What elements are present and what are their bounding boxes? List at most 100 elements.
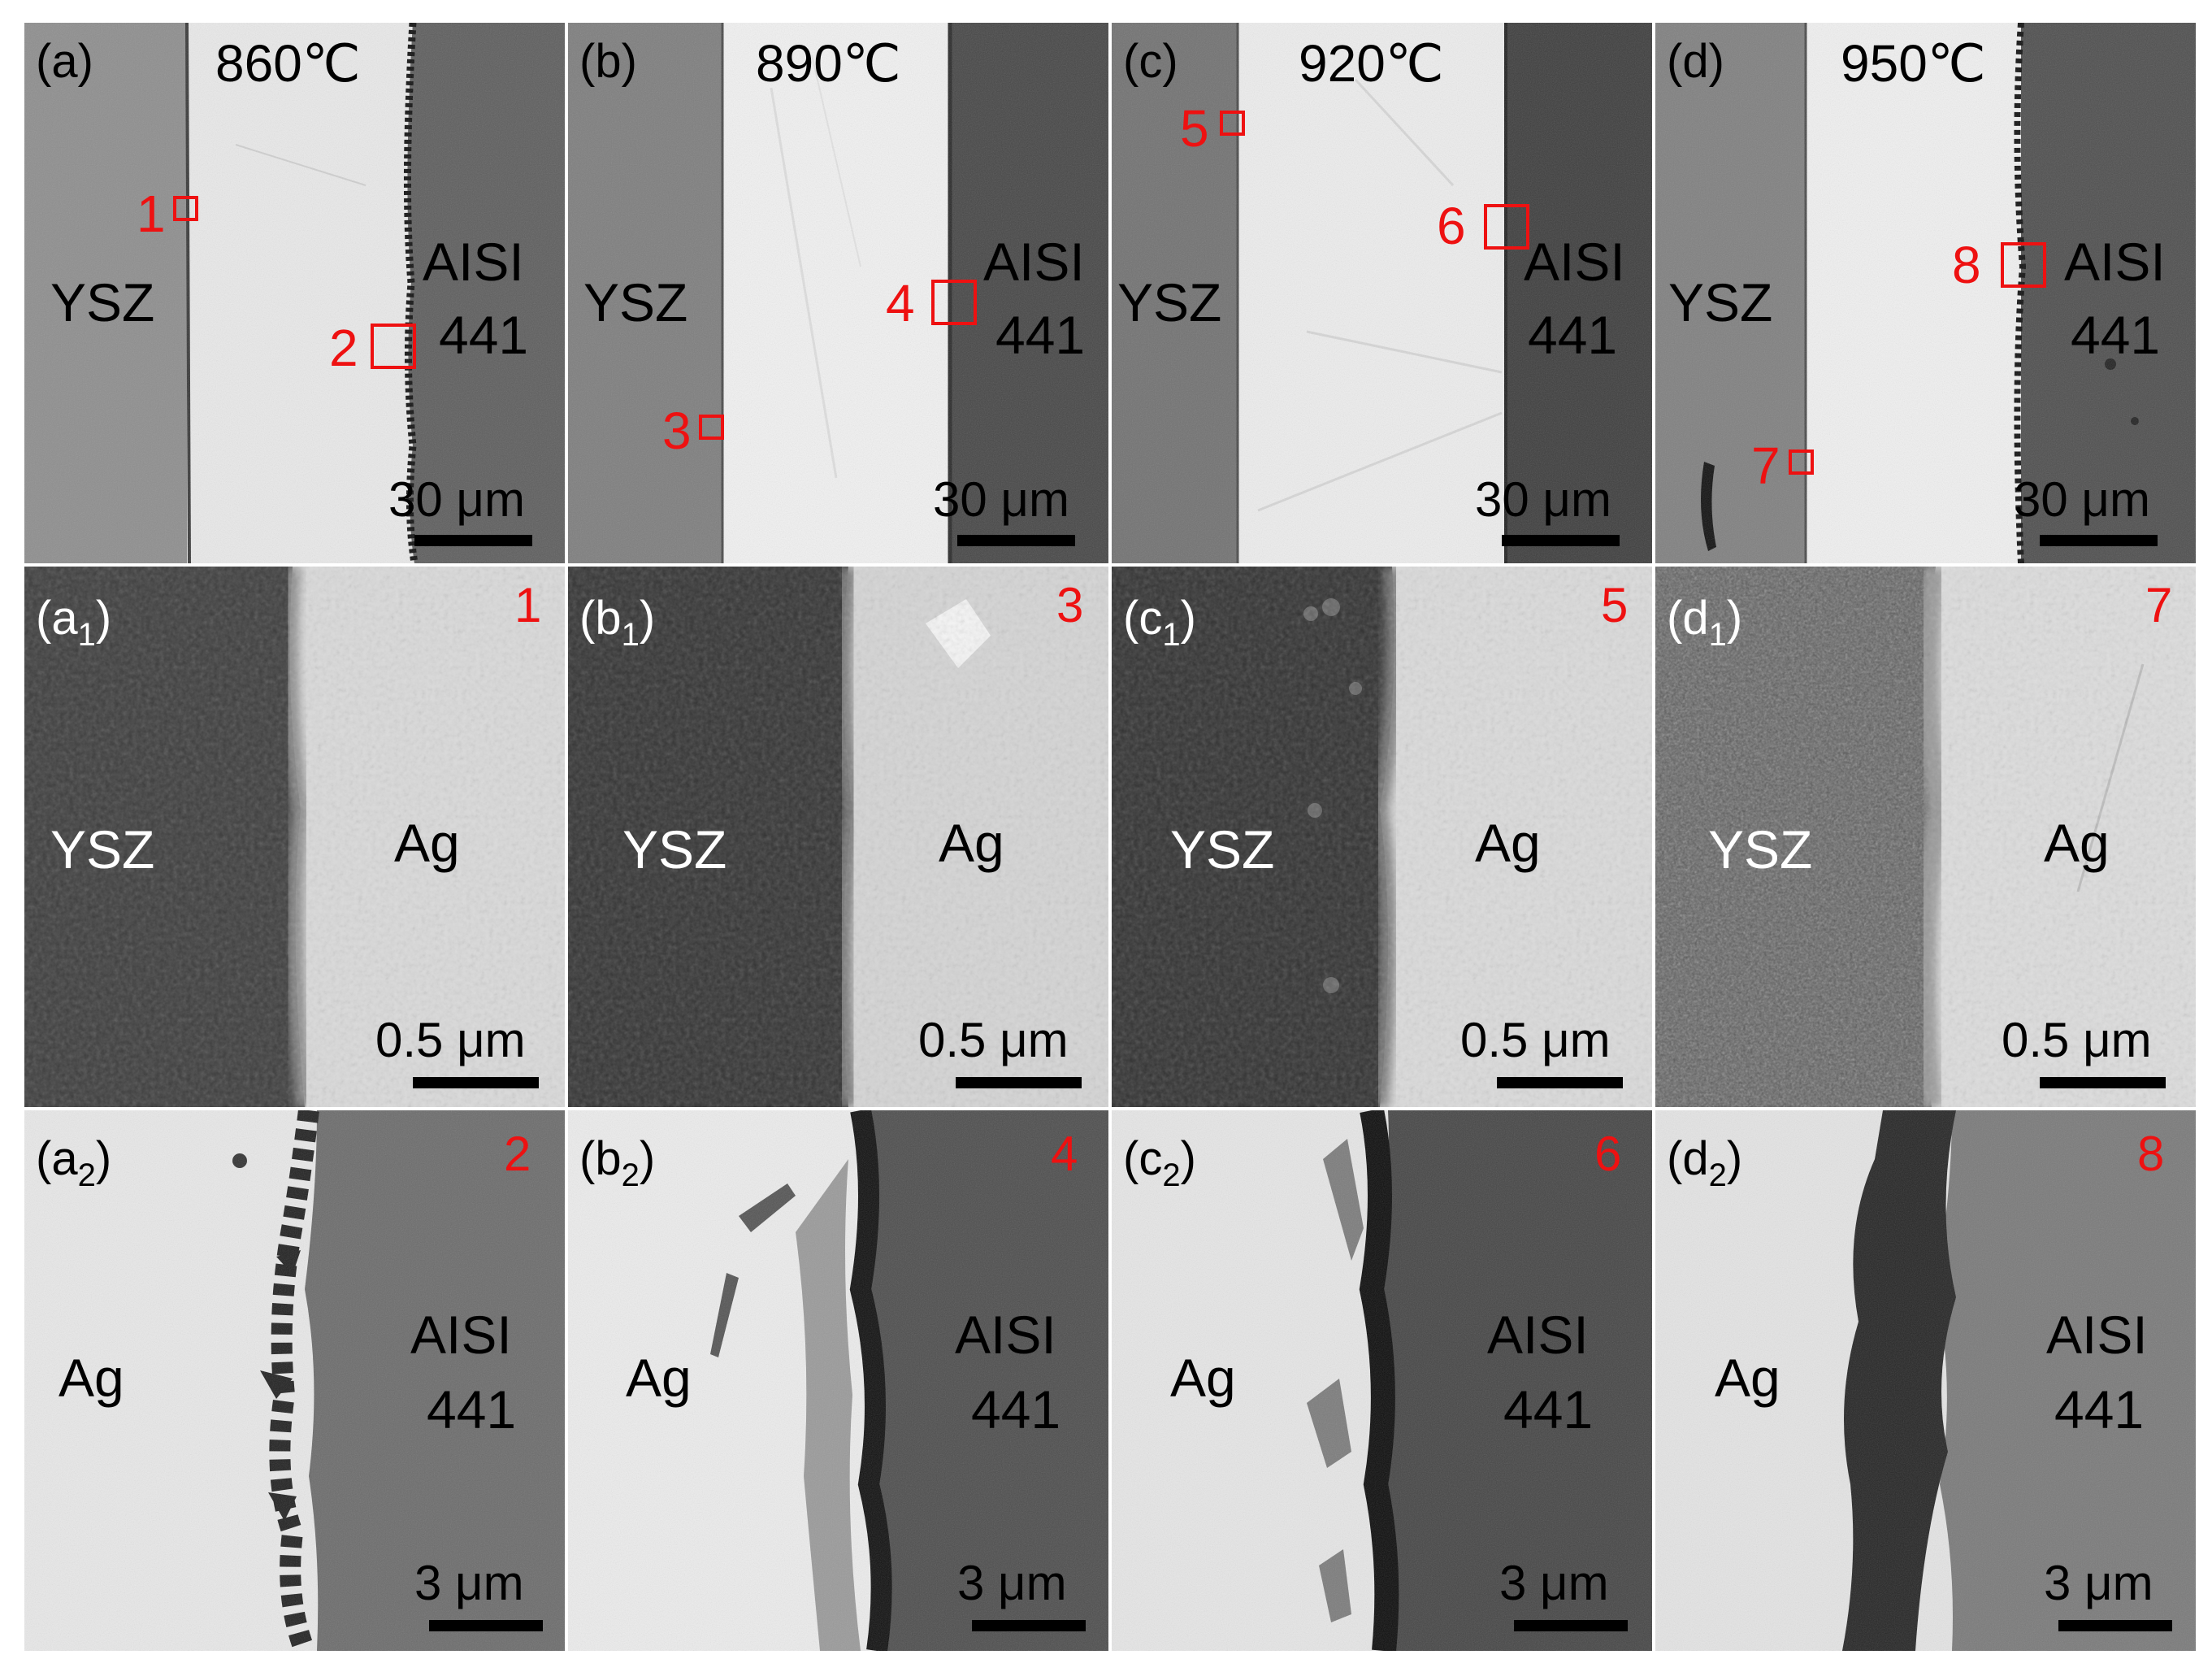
phase-label-steel-grade: 441 [2071,305,2160,365]
phase-label-ysz: YSZ [50,819,154,879]
phase-label-ag: Ag [394,813,460,873]
temperature-label: 890℃ [756,34,901,93]
marker-box-1 [173,196,198,221]
panel-label: (d2) [1667,1132,1742,1193]
scale-bar [956,1077,1082,1088]
marker-box-2 [371,324,416,369]
phase-label-ysz: YSZ [583,272,687,332]
marker-box-5 [1220,111,1245,136]
panel-a2: (a2) 2 Ag AISI 441 3 μm [24,1110,565,1651]
marker-number: 7 [1751,436,1780,495]
phase-label-steel-grade: 441 [971,1379,1060,1440]
temperature-label: 920℃ [1299,34,1444,93]
phase-label-steel: AISI [983,232,1085,292]
scale-bar-label: 0.5 μm [2002,1013,2152,1067]
phase-label-ysz: YSZ [50,272,154,332]
marker-number: 4 [886,274,915,332]
panel-d2: (d2) 8 Ag AISI 441 3 μm [1655,1110,2196,1651]
marker-number: 3 [1056,578,1083,632]
marker-number: 7 [2145,578,2172,632]
phase-label-steel-grade: 441 [427,1379,516,1440]
scale-bar [1514,1620,1628,1631]
panel-label: (c) [1123,35,1178,88]
marker-box-8 [2001,242,2046,288]
phase-label-ysz: YSZ [1117,272,1221,332]
phase-label-steel: AISI [2046,1305,2148,1365]
marker-number: 1 [137,185,166,243]
panel-a1: (a1) 1 YSZ Ag 0.5 μm [24,567,565,1107]
marker-number: 5 [1601,578,1628,632]
panel-d1: (d1) 7 YSZ Ag 0.5 μm [1655,567,2196,1107]
panel-d: (d) 950℃ YSZ AISI 441 7 8 30 μm [1655,23,2196,563]
scale-bar [957,535,1075,546]
scale-bar-label: 0.5 μm [1460,1013,1611,1067]
panel-label: (b) [579,35,637,88]
phase-label-steel: AISI [1524,232,1625,292]
panel-c1: (c1) 5 YSZ Ag 0.5 μm [1112,567,1652,1107]
scale-bar [972,1620,1086,1631]
marker-number: 8 [2137,1127,2164,1181]
marker-box-3 [699,415,724,440]
phase-label-steel: AISI [2064,232,2166,292]
marker-number: 4 [1051,1127,1078,1181]
panel-b: (b) 890℃ YSZ AISI 441 3 4 30 μm [568,23,1108,563]
scale-bar [2058,1620,2172,1631]
scale-bar-label: 0.5 μm [918,1013,1069,1067]
phase-label-ysz: YSZ [1668,272,1772,332]
phase-label-steel-grade: 441 [2054,1379,2144,1440]
marker-number: 8 [1952,236,1981,294]
marker-number: 2 [504,1127,531,1181]
phase-label-ysz: YSZ [622,819,726,879]
scale-bar-label: 3 μm [2044,1556,2153,1610]
scale-bar-label: 30 μm [388,472,525,527]
panel-label: (a2) [36,1132,111,1193]
scale-bar [2040,535,2158,546]
scale-bar [2040,1077,2166,1088]
panel-label: (c2) [1123,1132,1196,1193]
panel-c2: (c2) 6 Ag AISI 441 3 μm [1112,1110,1652,1651]
temperature-label: 860℃ [215,34,361,93]
marker-number: 6 [1594,1127,1621,1181]
marker-number: 1 [514,578,541,632]
marker-box-7 [1789,449,1814,475]
panel-label: (a) [36,35,93,88]
phase-label-steel: AISI [955,1305,1056,1365]
scale-bar-label: 30 μm [933,472,1069,527]
scale-bar-label: 3 μm [957,1556,1067,1610]
panel-label: (b2) [579,1132,655,1193]
phase-label-ag: Ag [1170,1348,1236,1408]
phase-label-ag: Ag [1475,813,1541,873]
marker-number: 2 [329,319,358,377]
scale-bar [1502,535,1620,546]
phase-label-steel-grade: 441 [1503,1379,1593,1440]
phase-label-ag: Ag [1715,1348,1780,1408]
scale-bar [413,1077,539,1088]
phase-label-steel: AISI [1487,1305,1589,1365]
phase-label-steel-grade: 441 [1528,305,1617,365]
marker-number: 6 [1437,197,1466,255]
scale-bar-label: 3 μm [1499,1556,1609,1610]
phase-label-ag: Ag [939,813,1004,873]
phase-label-ag: Ag [59,1348,124,1408]
panel-label: (d1) [1667,592,1742,653]
scale-bar-label: 30 μm [1475,472,1611,527]
phase-label-ag: Ag [2044,813,2110,873]
scale-bar-label: 30 μm [2014,472,2150,527]
phase-label-steel: AISI [410,1305,512,1365]
phase-label-steel-grade: 441 [439,305,528,365]
scale-bar [429,1620,543,1631]
panel-label: (c1) [1123,592,1196,653]
phase-label-steel-grade: 441 [995,305,1085,365]
panel-a: (a) 860℃ YSZ AISI 441 1 2 30 μm [24,23,565,563]
marker-number: 5 [1180,99,1209,158]
phase-label-ag: Ag [626,1348,692,1408]
marker-number: 3 [662,402,692,460]
temperature-label: 950℃ [1841,34,1986,93]
scale-bar-label: 0.5 μm [375,1013,526,1067]
panel-b1: (b1) 3 YSZ Ag 0.5 μm [568,567,1108,1107]
scale-bar-label: 3 μm [414,1556,524,1610]
panel-label: (b1) [579,592,655,653]
panel-b2: (b2) 4 Ag AISI 441 3 μm [568,1110,1108,1651]
phase-label-ysz: YSZ [1708,819,1812,879]
